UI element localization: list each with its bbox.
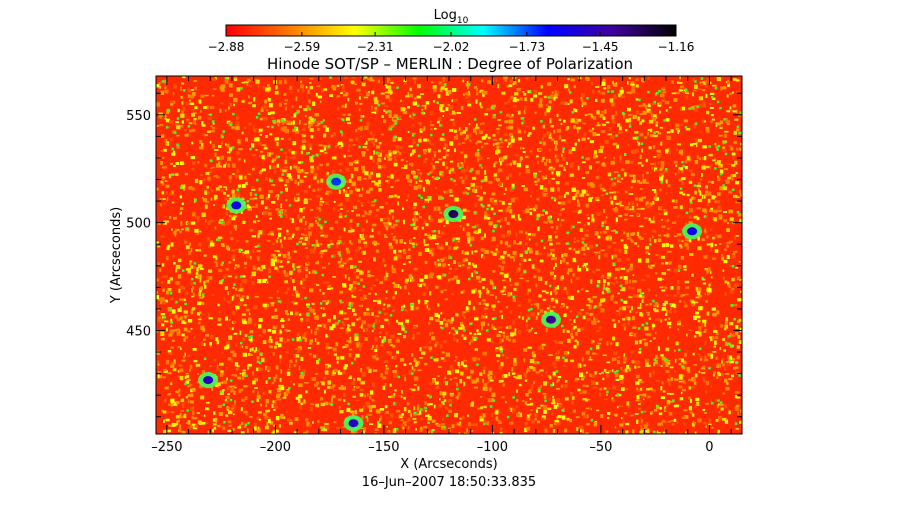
x-tick-label: –100 <box>477 440 508 455</box>
x-axis-label: X (Arcseconds) <box>400 457 497 472</box>
observation-date: 16–Jun–2007 18:50:33.835 <box>362 475 536 490</box>
heatmap-image <box>156 76 742 434</box>
colorbar-tick-label: −1.73 <box>508 40 545 54</box>
colorbar-tick-label: −2.31 <box>357 40 394 54</box>
colorbar-tick-label: −1.45 <box>582 40 619 54</box>
chart-title: Hinode SOT/SP – MERLIN : Degree of Polar… <box>267 55 633 73</box>
polarization-feature <box>203 376 214 385</box>
y-axis-label: Y (Arcseconds) <box>109 207 124 304</box>
colorbar-tick-label: −2.88 <box>208 40 245 54</box>
y-tick-label: 550 <box>126 109 151 124</box>
x-tick-label: –50 <box>589 440 612 455</box>
colorbar-tick-label: −2.02 <box>433 40 470 54</box>
polarization-feature <box>448 210 459 219</box>
colorbar-label: Log10 <box>434 8 469 26</box>
polarization-feature <box>231 201 242 210</box>
polarization-feature <box>546 315 557 324</box>
x-tick-label: –150 <box>368 440 399 455</box>
colorbar-tick-label: −1.16 <box>658 40 695 54</box>
y-tick-label: 500 <box>126 217 151 232</box>
polarization-feature <box>331 177 342 186</box>
polarization-feature <box>348 419 359 428</box>
heatmap-texture <box>156 76 742 434</box>
polarization-feature <box>687 227 698 236</box>
x-tick-label: –250 <box>151 440 182 455</box>
x-tick-label: –200 <box>260 440 291 455</box>
y-tick-label: 450 <box>126 324 151 339</box>
x-tick-label: 0 <box>705 440 713 455</box>
colorbar-tick-label: −2.59 <box>283 40 320 54</box>
